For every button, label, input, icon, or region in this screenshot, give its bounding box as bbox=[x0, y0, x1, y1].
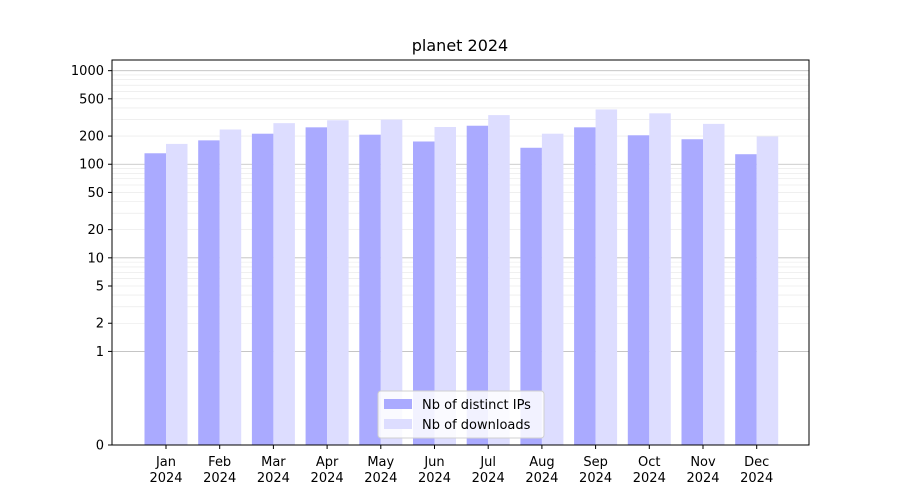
y-tick-label: 0 bbox=[96, 439, 104, 454]
y-tick-label: 20 bbox=[87, 223, 104, 238]
x-tick-label-year: 2024 bbox=[418, 471, 451, 486]
bar-distinct-ips-sep bbox=[574, 127, 596, 445]
y-tick-label: 50 bbox=[87, 186, 104, 201]
bar-downloads-jul bbox=[488, 115, 510, 446]
x-tick-label-month: Aug bbox=[529, 455, 554, 470]
bar-distinct-ips-apr bbox=[305, 127, 328, 445]
x-tick-label-year: 2024 bbox=[311, 471, 344, 486]
bar-distinct-ips-mar bbox=[251, 133, 274, 446]
x-tick-label-month: Dec bbox=[744, 455, 769, 470]
bar-distinct-ips-jul bbox=[466, 125, 489, 445]
chart-title: planet 2024 bbox=[412, 36, 508, 55]
legend-label: Nb of downloads bbox=[422, 418, 531, 433]
x-tick-label-year: 2024 bbox=[525, 471, 558, 486]
x-tick-label-month: Oct bbox=[638, 455, 660, 470]
x-tick-label-month: Jan bbox=[155, 455, 176, 470]
x-tick-label-month: May bbox=[367, 455, 394, 470]
y-tick-label: 500 bbox=[79, 92, 104, 107]
bar-distinct-ips-feb bbox=[198, 140, 220, 445]
bar-downloads-mar bbox=[273, 123, 295, 446]
legend-swatch bbox=[384, 419, 412, 429]
legend: Nb of distinct IPs Nb of downloads bbox=[377, 390, 545, 439]
y-tick-label: 10 bbox=[87, 251, 104, 266]
bar-downloads-jan bbox=[166, 143, 188, 445]
x-tick-label-year: 2024 bbox=[203, 471, 236, 486]
y-tick-label: 100 bbox=[79, 158, 104, 173]
x-tick-label-month: Sep bbox=[583, 455, 608, 470]
x-tick-label-year: 2024 bbox=[364, 471, 397, 486]
x-tick-label-year: 2024 bbox=[257, 471, 290, 486]
x-tick-label-month: Jul bbox=[479, 455, 496, 470]
plot-frame bbox=[111, 59, 810, 446]
y-tick-label: 2 bbox=[96, 317, 104, 332]
bars bbox=[144, 109, 779, 446]
bar-distinct-ips-dec bbox=[735, 154, 757, 446]
bar-downloads-feb bbox=[219, 129, 242, 445]
legend-swatch bbox=[384, 399, 412, 409]
bar-downloads-sep bbox=[595, 109, 618, 445]
x-tick-label-year: 2024 bbox=[149, 471, 182, 486]
x-tick-label-month: Apr bbox=[316, 455, 339, 470]
bar-downloads-apr bbox=[327, 120, 349, 445]
x-tick-label-month: Feb bbox=[208, 455, 231, 470]
x-tick-label-month: Mar bbox=[261, 455, 286, 470]
bar-downloads-aug bbox=[541, 133, 564, 446]
legend-label: Nb of distinct IPs bbox=[422, 398, 531, 413]
y-tick-label: 5 bbox=[96, 280, 104, 295]
x-tick-label-year: 2024 bbox=[740, 471, 773, 486]
y-tick-label: 1 bbox=[96, 345, 104, 360]
bar-downloads-nov bbox=[703, 123, 725, 445]
x-axis: Jan2024Feb2024Mar2024Apr2024May2024Jun20… bbox=[149, 445, 773, 486]
y-tick-label: 1000 bbox=[71, 64, 104, 79]
bar-distinct-ips-jan bbox=[144, 153, 166, 445]
x-tick-label-month: Nov bbox=[690, 455, 716, 470]
bar-downloads-may bbox=[380, 119, 403, 446]
bar-downloads-jun bbox=[434, 127, 456, 445]
y-tick-label: 200 bbox=[79, 130, 104, 145]
x-tick-label-month: Jun bbox=[423, 455, 444, 470]
bar-distinct-ips-nov bbox=[681, 139, 703, 445]
bar-downloads-oct bbox=[649, 113, 671, 446]
bar-distinct-ips-jun bbox=[413, 141, 435, 445]
bar-downloads-dec bbox=[756, 136, 779, 445]
y-axis: 0 1 2 5 10 20 50 100 200 500 1000 bbox=[71, 64, 112, 454]
x-tick-label-year: 2024 bbox=[579, 471, 612, 486]
bar-distinct-ips-oct bbox=[627, 135, 650, 445]
x-tick-label-year: 2024 bbox=[686, 471, 719, 486]
x-tick-label-year: 2024 bbox=[472, 471, 505, 486]
legend-box bbox=[377, 390, 545, 439]
x-tick-label-year: 2024 bbox=[633, 471, 666, 486]
bar-distinct-ips-may bbox=[359, 134, 381, 445]
bar-distinct-ips-aug bbox=[520, 147, 542, 445]
